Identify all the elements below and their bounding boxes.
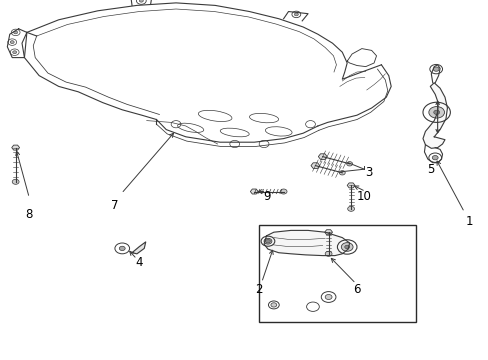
- Circle shape: [119, 246, 125, 251]
- Ellipse shape: [270, 303, 276, 307]
- Circle shape: [280, 189, 286, 194]
- Circle shape: [431, 156, 437, 160]
- Circle shape: [12, 179, 19, 184]
- Text: 9: 9: [262, 190, 270, 203]
- Polygon shape: [324, 230, 332, 235]
- Circle shape: [428, 107, 444, 118]
- Text: 8: 8: [25, 208, 33, 221]
- Polygon shape: [310, 163, 319, 168]
- Circle shape: [339, 171, 345, 175]
- Polygon shape: [250, 189, 258, 194]
- Text: 1: 1: [465, 215, 472, 228]
- Polygon shape: [264, 230, 349, 256]
- Text: 3: 3: [365, 166, 372, 179]
- Polygon shape: [132, 242, 145, 254]
- Circle shape: [14, 31, 18, 34]
- Text: 6: 6: [352, 283, 360, 296]
- Circle shape: [341, 243, 352, 251]
- Circle shape: [10, 41, 14, 44]
- Circle shape: [294, 13, 298, 16]
- Circle shape: [325, 251, 331, 256]
- Ellipse shape: [264, 238, 271, 244]
- Circle shape: [432, 67, 438, 71]
- Circle shape: [433, 110, 439, 114]
- Circle shape: [347, 206, 354, 211]
- Bar: [259, 225, 415, 322]
- Polygon shape: [12, 145, 20, 150]
- Polygon shape: [318, 154, 326, 159]
- Text: 2: 2: [255, 283, 263, 296]
- Circle shape: [344, 245, 349, 249]
- Polygon shape: [346, 183, 354, 188]
- Text: 5: 5: [426, 163, 433, 176]
- Circle shape: [346, 162, 352, 166]
- Text: 4: 4: [135, 256, 143, 269]
- Circle shape: [139, 0, 143, 2]
- Polygon shape: [422, 83, 447, 148]
- Circle shape: [265, 239, 270, 243]
- Circle shape: [13, 51, 17, 54]
- Text: 10: 10: [356, 190, 371, 203]
- Circle shape: [325, 294, 331, 300]
- Text: 7: 7: [111, 199, 119, 212]
